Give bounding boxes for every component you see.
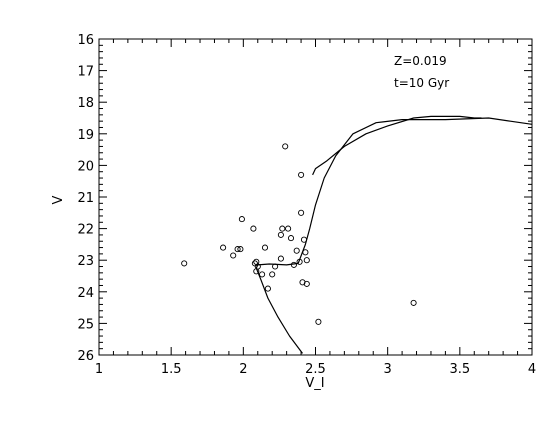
tick-marks: [98, 38, 533, 356]
star-point: [234, 246, 241, 253]
star-point: [315, 318, 322, 325]
x-axis-label: V_I: [305, 376, 324, 391]
y-tick-label: 24: [77, 286, 94, 301]
y-tick-label: 17: [77, 65, 94, 80]
star-point: [230, 252, 237, 259]
star-point: [302, 249, 309, 256]
star-point: [251, 260, 258, 267]
y-tick-label: 16: [77, 33, 94, 48]
x-tick-label: 3: [384, 362, 392, 377]
isochrone-line-2: [312, 115, 482, 176]
star-point: [300, 236, 308, 243]
star-point: [237, 246, 244, 253]
y-tick-label: 26: [77, 349, 94, 364]
star-point: [259, 271, 266, 278]
star-point: [303, 257, 310, 264]
y-tick-label: 18: [77, 96, 94, 111]
y-tick-label: 25: [77, 317, 94, 332]
star-point: [303, 280, 310, 287]
star-point: [282, 143, 289, 150]
star-points: [181, 143, 417, 325]
y-tick-label: 22: [77, 223, 94, 238]
star-point: [264, 285, 271, 292]
x-tick-label: 2.5: [305, 362, 326, 377]
isochrone-line-1: [255, 117, 533, 354]
y-tick-label: 21: [77, 191, 94, 206]
star-point: [287, 235, 295, 242]
y-tick-label: 19: [77, 128, 94, 143]
star-point: [272, 263, 279, 270]
star-point: [261, 244, 269, 251]
tick-labels: 1 1.5 2 2.5 3 3.5 4 16 17 18 19 20 21 22 23 24 25 26: [77, 33, 536, 377]
star-point: [296, 258, 303, 265]
star-point: [285, 225, 292, 232]
star-point: [277, 231, 284, 238]
x-tick-label: 3.5: [449, 362, 470, 377]
star-point: [277, 255, 284, 262]
x-tick-label: 4: [528, 362, 536, 377]
isochrone-curves: [255, 115, 533, 354]
star-point: [298, 171, 305, 178]
star-point: [269, 271, 276, 278]
plot-frame: [98, 38, 533, 356]
star-point: [298, 209, 305, 216]
annotation-metallicity: Z=0.019: [394, 54, 447, 68]
star-point: [254, 263, 261, 270]
star-point: [238, 216, 245, 223]
star-point: [220, 244, 227, 251]
star-point: [250, 225, 257, 232]
star-point: [293, 247, 300, 254]
x-tick-label: 2: [239, 362, 247, 377]
annotation-age: t=10 Gyr: [394, 76, 449, 90]
star-point: [290, 261, 297, 268]
x-tick-label: 1: [95, 362, 103, 377]
star-point: [279, 225, 286, 232]
y-tick-label: 20: [77, 159, 94, 174]
x-tick-label: 1.5: [161, 362, 182, 377]
star-point: [410, 299, 417, 306]
y-tick-label: 23: [77, 254, 94, 269]
star-point: [181, 260, 188, 267]
y-axis-label: V: [51, 195, 66, 204]
